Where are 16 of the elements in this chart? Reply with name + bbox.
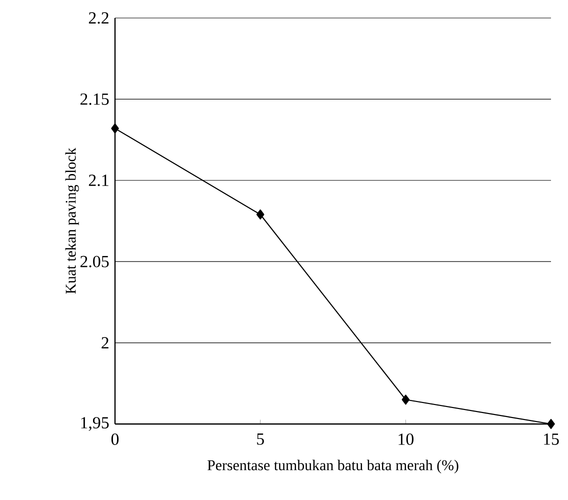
x-tick-label: 0 — [111, 434, 119, 445]
x-axis-title: Persentase tumbukan batu bata merah (%) — [208, 460, 458, 474]
y-tick-label: 2.05 — [80, 256, 109, 268]
y-tick-label: 1,95 — [81, 417, 109, 431]
point — [111, 123, 119, 134]
y-tick-label: 2.15 — [80, 93, 109, 105]
x-tick-label: 5 — [257, 434, 264, 445]
y-tick-label: 2 — [102, 337, 108, 348]
x-tick-label: 15 — [544, 434, 559, 445]
point — [256, 209, 264, 220]
point — [402, 394, 410, 405]
y-tick-label: 2.2 — [88, 12, 108, 24]
point — [547, 418, 555, 430]
x-tick-label: 10 — [398, 434, 414, 445]
y-axis-title: Kuat tekan paving block — [65, 148, 79, 294]
y-tick-label: 2.1 — [88, 174, 108, 186]
